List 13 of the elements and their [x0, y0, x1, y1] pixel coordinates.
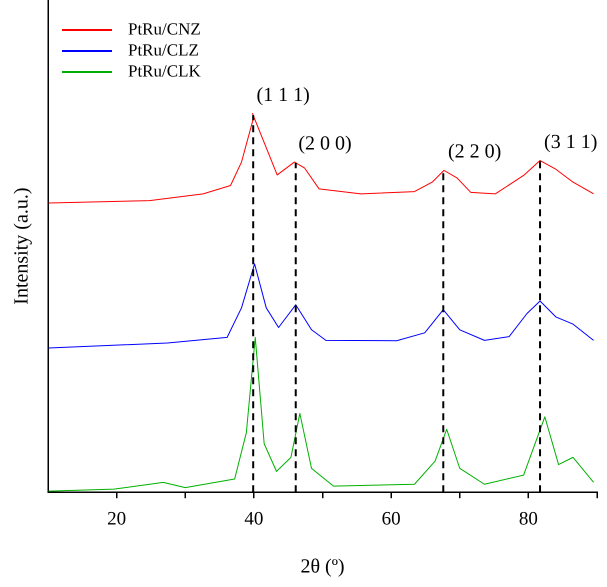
annotation: (3 1 1) [544, 130, 598, 153]
annotation: (2 2 0) [448, 140, 502, 163]
y-axis-title: Intensity (a.u.) [10, 188, 32, 305]
x-tick-label: 60 [382, 508, 401, 530]
legend-label: PtRu/CNZ [128, 19, 201, 38]
x-tick-label: 20 [107, 508, 126, 530]
annotation: (2 0 0) [298, 132, 352, 154]
legend-label: PtRu/CLK [128, 61, 202, 80]
legend-label: PtRu/CLZ [128, 40, 199, 60]
annotation: (1 1 1) [256, 84, 310, 106]
x-tick-label: 40 [244, 508, 264, 530]
x-tick-label: 80 [518, 508, 538, 530]
x-axis-title: 2θ (º) [300, 555, 345, 578]
